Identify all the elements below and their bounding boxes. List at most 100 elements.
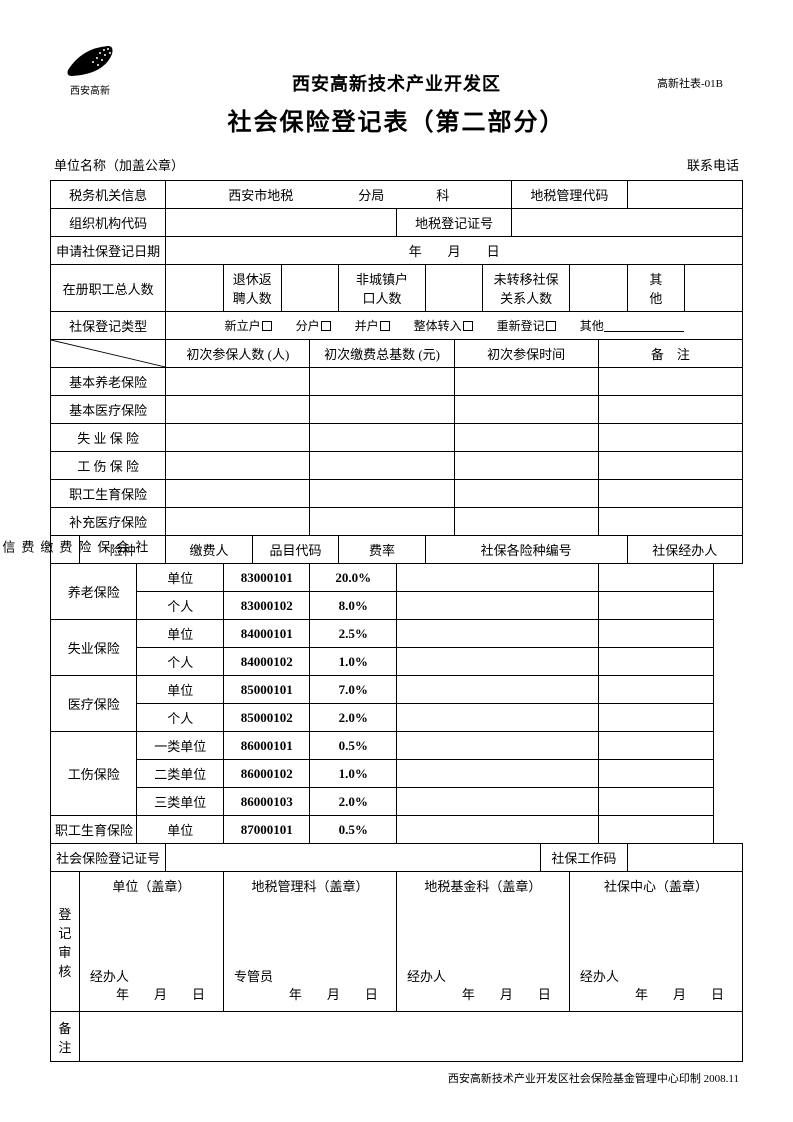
logo-block: 西安高新 — [60, 40, 120, 97]
val-tax-code[interactable] — [627, 181, 742, 209]
approval-date-0: 年 月 日 — [116, 984, 211, 1003]
sec1-people[interactable] — [166, 396, 310, 424]
lbl-org-code: 组织机构代码 — [51, 209, 166, 237]
sec2-handler[interactable] — [598, 620, 713, 648]
val-other[interactable] — [685, 265, 743, 312]
sec2-insno[interactable] — [396, 648, 598, 676]
val-reg-no[interactable] — [166, 844, 541, 872]
sec2-insno[interactable] — [396, 564, 598, 592]
approval-date-2: 年 月 日 — [462, 984, 557, 1003]
hdr-first-base: 初次缴费总基数 (元) — [310, 340, 454, 368]
sec1-base[interactable] — [310, 480, 454, 508]
lbl-nonurban: 非城镇户 口人数 — [339, 265, 425, 312]
sec1-base[interactable] — [310, 396, 454, 424]
sec2-handler[interactable] — [598, 788, 713, 816]
sec2-handler[interactable] — [598, 760, 713, 788]
sec2-code: 85000102 — [223, 704, 309, 732]
sec1-time[interactable] — [454, 368, 598, 396]
top-line: 单位名称（加盖公章） 联系电话 — [54, 155, 739, 174]
sec2-handler[interactable] — [598, 704, 713, 732]
sec1-remark[interactable] — [598, 396, 742, 424]
lbl-apply-date: 申请社保登记日期 — [51, 237, 166, 265]
sec1-remark[interactable] — [598, 480, 742, 508]
val-untransfer[interactable] — [569, 265, 627, 312]
sec1-base[interactable] — [310, 452, 454, 480]
main-table: 税务机关信息 西安市地税 分局 科 地税管理代码 组织机构代码 地税登记证号 申… — [50, 180, 743, 1062]
sec2-payer: 一类单位 — [137, 732, 223, 760]
sec1-time[interactable] — [454, 452, 598, 480]
sec1-label: 工 伤 保 险 — [51, 452, 166, 480]
sec1-time[interactable] — [454, 396, 598, 424]
sec1-base[interactable] — [310, 368, 454, 396]
lbl-tax-reg: 地税登记证号 — [396, 209, 511, 237]
sec2-vtitle: 社会保险费缴费信息 — [51, 536, 80, 564]
val-org-code[interactable] — [166, 209, 397, 237]
sec2-handler[interactable] — [598, 564, 713, 592]
sec1-label: 职工生育保险 — [51, 480, 166, 508]
sec1-people[interactable] — [166, 368, 310, 396]
sec2-row: 三类单位860001032.0% — [51, 788, 743, 816]
sec2-insno[interactable] — [396, 732, 598, 760]
sec2-rate: 0.5% — [310, 816, 396, 844]
sec1-remark[interactable] — [598, 452, 742, 480]
sec2-insno[interactable] — [396, 816, 598, 844]
sec2-code: 86000102 — [223, 760, 309, 788]
sec2-insno[interactable] — [396, 676, 598, 704]
val-total-emp[interactable] — [166, 265, 224, 312]
lbl-retire: 退休返 聘人数 — [223, 265, 281, 312]
approval-title-3: 社保中心（盖章） — [574, 876, 738, 895]
val-work-code[interactable] — [627, 844, 742, 872]
hdr-ins-no: 社保各险种编号 — [425, 536, 627, 564]
sec2-row: 个人850001022.0% — [51, 704, 743, 732]
sec2-payer: 单位 — [137, 676, 223, 704]
sec2-kind: 养老保险 — [51, 564, 137, 620]
sec2-row: 个人830001028.0% — [51, 592, 743, 620]
page: 西安高新 高新社表-01B 西安高新技术产业开发区 社会保险登记表（第二部分） … — [0, 0, 793, 1122]
val-tax-reg[interactable] — [512, 209, 743, 237]
sec2-row: 医疗保险单位850001017.0% — [51, 676, 743, 704]
sec1-time[interactable] — [454, 480, 598, 508]
sec1-label: 基本养老保险 — [51, 368, 166, 396]
sec2-handler[interactable] — [598, 816, 713, 844]
sec2-insno[interactable] — [396, 592, 598, 620]
sec2-rate: 2.5% — [310, 620, 396, 648]
sec2-handler[interactable] — [598, 648, 713, 676]
row-apply-date: 申请社保登记日期 年 月 日 — [51, 237, 743, 265]
row-sec2-header: 社会保险费缴费信息 险种 缴费人 品目代码 费率 社保各险种编号 社保经办人 — [51, 536, 743, 564]
approval-col-2: 地税基金科（盖章） 经办人 年 月 日 — [396, 872, 569, 1012]
val-nonurban[interactable] — [425, 265, 483, 312]
row-tax-info: 税务机关信息 西安市地税 分局 科 地税管理代码 — [51, 181, 743, 209]
sec1-remark[interactable] — [598, 368, 742, 396]
sec2-code: 86000103 — [223, 788, 309, 816]
sec2-handler[interactable] — [598, 676, 713, 704]
sec1-base[interactable] — [310, 508, 454, 536]
sec2-insno[interactable] — [396, 704, 598, 732]
header-sub: 西安高新技术产业开发区 — [50, 70, 743, 96]
sec2-insno[interactable] — [396, 620, 598, 648]
sec1-base[interactable] — [310, 424, 454, 452]
sec1-people[interactable] — [166, 508, 310, 536]
val-remark[interactable] — [79, 1012, 742, 1062]
form-code: 高新社表-01B — [657, 75, 723, 91]
val-apply-date[interactable]: 年 月 日 — [166, 237, 743, 265]
sec1-time[interactable] — [454, 508, 598, 536]
sec1-people[interactable] — [166, 424, 310, 452]
row-sec1-header: 初次参保人数 (人) 初次缴费总基数 (元) 初次参保时间 备 注 — [51, 340, 743, 368]
sec1-people[interactable] — [166, 452, 310, 480]
logo-icon — [64, 40, 116, 80]
sec2-handler[interactable] — [598, 732, 713, 760]
sec1-remark[interactable] — [598, 508, 742, 536]
sec1-time[interactable] — [454, 424, 598, 452]
lbl-tax-info: 税务机关信息 — [51, 181, 166, 209]
diag-cell — [51, 340, 166, 368]
approval-col-3: 社保中心（盖章） 经办人 年 月 日 — [569, 872, 742, 1012]
sec2-insno[interactable] — [396, 760, 598, 788]
sec1-remark[interactable] — [598, 424, 742, 452]
sec2-rate: 20.0% — [310, 564, 396, 592]
approval-title-1: 地税管理科（盖章） — [228, 876, 392, 895]
val-reg-type[interactable]: 新立户 分户 并户 整体转入 重新登记 其他 — [166, 312, 743, 340]
sec2-handler[interactable] — [598, 592, 713, 620]
sec2-insno[interactable] — [396, 788, 598, 816]
val-retire[interactable] — [281, 265, 339, 312]
sec1-people[interactable] — [166, 480, 310, 508]
